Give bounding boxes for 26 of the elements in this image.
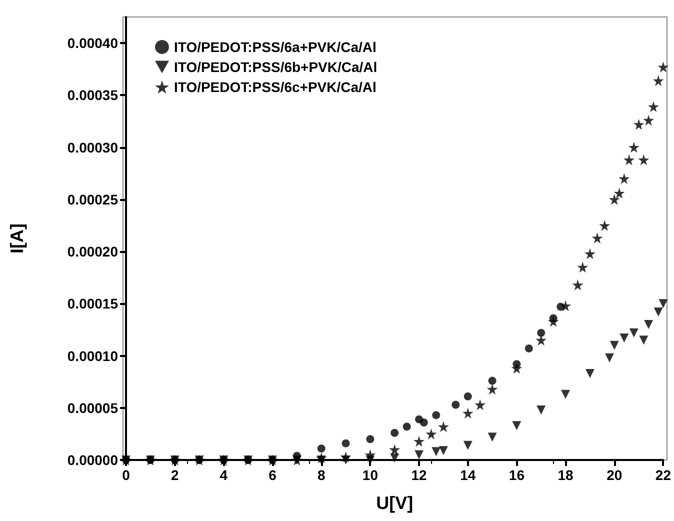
x-tick-label: 16 [508, 467, 525, 483]
legend-label: ITO/PEDOT:PSS/6b+PVK/Ca/Al [174, 59, 378, 75]
legend-label: ITO/PEDOT:PSS/6c+PVK/Ca/Al [174, 79, 376, 95]
x-tick-label: 18 [558, 467, 574, 483]
x-tick-label: 0 [122, 467, 130, 483]
y-axis-title: I[A] [7, 224, 27, 254]
y-tick-label: 0.00025 [67, 191, 118, 208]
y-tick-label: 0.00040 [67, 35, 118, 52]
y-tick-label: 0.00030 [67, 139, 118, 156]
x-tick-label: 8 [317, 467, 326, 483]
x-axis-title: U[V] [376, 493, 414, 513]
y-tick-label: 0.00005 [67, 400, 118, 416]
y-tick-label: 0.00000 [67, 452, 118, 468]
y-tick-label: 0.00015 [67, 296, 118, 312]
y-tick-label: 0.00035 [67, 87, 118, 104]
x-tick-label: 12 [411, 467, 428, 483]
y-tick-label: 0.00010 [67, 348, 118, 364]
x-tick-label: 20 [606, 467, 622, 483]
x-tick-label: 10 [362, 467, 378, 483]
x-tick-label: 4 [220, 467, 228, 483]
x-tick-label: 22 [655, 467, 672, 483]
x-tick-label: 2 [170, 467, 179, 483]
x-tick-label: 14 [460, 467, 476, 483]
legend-label: ITO/PEDOT:PSS/6a+PVK/Ca/Al [174, 39, 376, 55]
y-tick-label: 0.00020 [67, 244, 118, 260]
x-tick-label: 6 [268, 467, 277, 483]
